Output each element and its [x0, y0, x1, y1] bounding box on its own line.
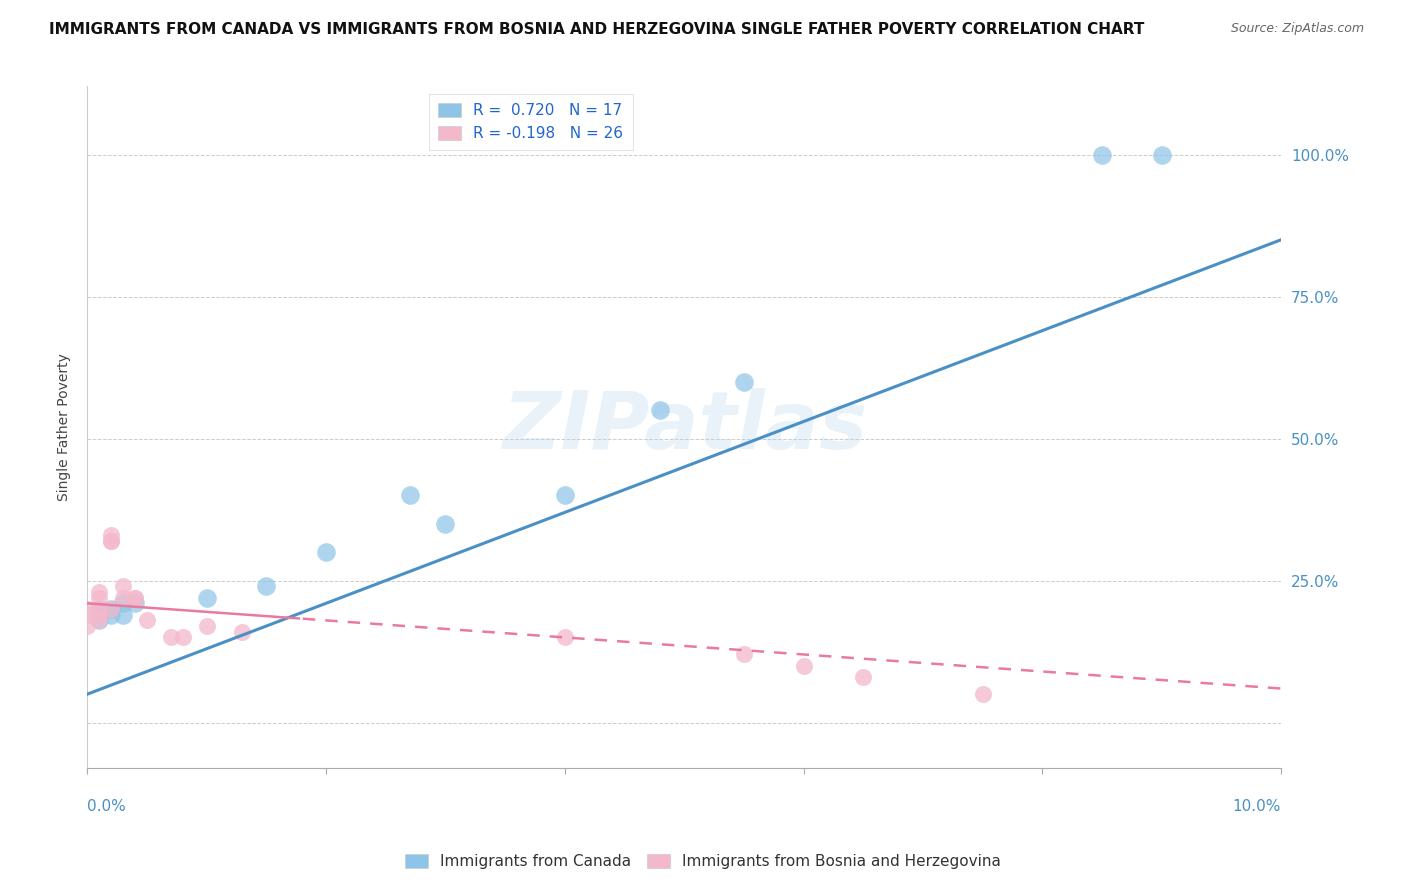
Point	[124, 591, 146, 605]
Text: IMMIGRANTS FROM CANADA VS IMMIGRANTS FROM BOSNIA AND HERZEGOVINA SINGLE FATHER P: IMMIGRANTS FROM CANADA VS IMMIGRANTS FRO…	[49, 22, 1144, 37]
Point	[172, 631, 194, 645]
Point	[434, 516, 457, 531]
Text: 0.0%: 0.0%	[87, 799, 127, 814]
Text: 10.0%: 10.0%	[1233, 799, 1281, 814]
Point	[124, 591, 146, 605]
Point	[87, 585, 110, 599]
Point	[554, 631, 576, 645]
Point	[76, 619, 98, 633]
Point	[792, 658, 814, 673]
Text: ZIPatlas: ZIPatlas	[502, 388, 866, 467]
Point	[972, 687, 994, 701]
Point	[87, 591, 110, 605]
Point	[852, 670, 875, 684]
Legend: R =  0.720   N = 17, R = -0.198   N = 26: R = 0.720 N = 17, R = -0.198 N = 26	[429, 94, 633, 150]
Point	[398, 488, 420, 502]
Point	[100, 533, 122, 548]
Point	[100, 602, 122, 616]
Point	[733, 375, 755, 389]
Point	[254, 579, 277, 593]
Point	[87, 602, 110, 616]
Point	[76, 607, 98, 622]
Text: Source: ZipAtlas.com: Source: ZipAtlas.com	[1230, 22, 1364, 36]
Point	[87, 602, 110, 616]
Point	[100, 602, 122, 616]
Point	[111, 596, 134, 610]
Point	[100, 607, 122, 622]
Point	[87, 613, 110, 627]
Point	[1091, 147, 1114, 161]
Point	[111, 591, 134, 605]
Point	[195, 619, 218, 633]
Point	[111, 579, 134, 593]
Point	[87, 613, 110, 627]
Point	[1150, 147, 1173, 161]
Point	[650, 403, 672, 417]
Point	[87, 607, 110, 622]
Point	[159, 631, 181, 645]
Legend: Immigrants from Canada, Immigrants from Bosnia and Herzegovina: Immigrants from Canada, Immigrants from …	[399, 848, 1007, 875]
Point	[231, 624, 253, 639]
Point	[124, 596, 146, 610]
Point	[111, 607, 134, 622]
Point	[195, 591, 218, 605]
Point	[554, 488, 576, 502]
Point	[733, 648, 755, 662]
Point	[315, 545, 337, 559]
Point	[135, 613, 157, 627]
Point	[100, 528, 122, 542]
Y-axis label: Single Father Poverty: Single Father Poverty	[58, 353, 72, 501]
Point	[100, 533, 122, 548]
Point	[76, 602, 98, 616]
